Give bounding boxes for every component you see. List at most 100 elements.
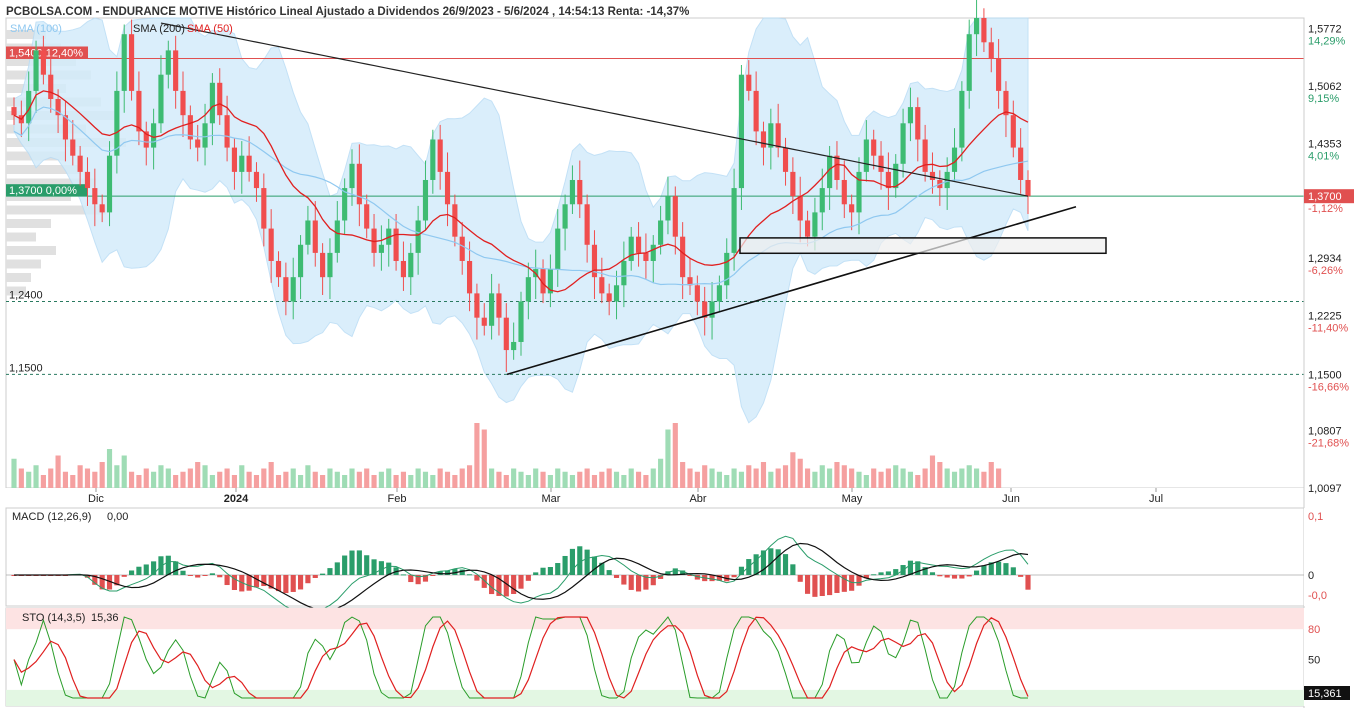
candle-body (342, 188, 348, 221)
candle-body (1018, 147, 1024, 180)
volume-bar (459, 468, 465, 488)
volume-bar (716, 471, 722, 488)
macd-histogram-bar (106, 575, 113, 590)
macd-histogram-bar (114, 575, 120, 586)
macd-histogram-bar (672, 568, 678, 575)
macd-histogram-bar (834, 575, 840, 593)
macd-y-tick: 0 (1308, 570, 1314, 582)
sto-overbought-zone (6, 608, 1304, 630)
macd-histogram-bar (511, 575, 517, 594)
volume-bar (195, 462, 201, 488)
volume-bar (841, 465, 847, 488)
sto-value: 15,36 (91, 612, 119, 624)
candle-body (202, 123, 208, 148)
volume-bar (628, 468, 634, 488)
price-level-label: 1,1500 (9, 362, 43, 374)
candle-body (187, 115, 193, 140)
volume-bar (187, 468, 193, 488)
candle-body (151, 123, 157, 148)
candle-body (929, 171, 936, 180)
y-tick-label: 1,5772 (1308, 23, 1342, 35)
volume-bar (173, 475, 179, 488)
macd-histogram-bar (364, 555, 370, 575)
volume-bar (562, 471, 568, 488)
volume-bar (768, 471, 774, 488)
macd-histogram-bar (878, 572, 884, 575)
sto-last-tag (1304, 686, 1350, 700)
y-tick-label: 1,0097 (1308, 483, 1342, 495)
volume-bar (533, 468, 539, 488)
candle-body (973, 18, 980, 35)
x-tick-label: Feb (388, 493, 407, 505)
macd-histogram-bar (959, 575, 965, 579)
candle-body (672, 196, 678, 237)
volume-profile-bar (6, 286, 26, 296)
macd-axis-bg (1304, 508, 1359, 606)
volume-bar (834, 462, 840, 488)
volume-bar (18, 468, 24, 488)
candle-body (128, 34, 135, 91)
sma50-line (13, 90, 1029, 293)
macd-histogram-bar (151, 561, 157, 575)
macd-histogram-bar (871, 574, 877, 576)
candle-body (834, 155, 840, 180)
candle-body (1010, 115, 1016, 148)
macd-histogram-bar (489, 575, 495, 595)
legend-sma200: SMA (200) (133, 23, 185, 35)
candle-body (371, 228, 377, 253)
volume-bar (268, 462, 274, 488)
macd-histogram-bar (143, 564, 149, 575)
candle-body (790, 171, 796, 197)
candle-body (988, 42, 994, 59)
macd-histogram-bar (981, 565, 987, 575)
volume-bar (540, 471, 546, 488)
volume-bar (900, 468, 906, 488)
volume-bar (283, 471, 289, 488)
candle-body (180, 90, 186, 116)
candle-body (746, 74, 752, 91)
volume-bar (584, 468, 590, 488)
ma-legend: SMA (100) SMA (200) SMA (50) (10, 23, 233, 35)
volume-bar (503, 475, 509, 488)
macd-histogram-bar (496, 575, 502, 596)
macd-histogram-bar (459, 569, 465, 575)
macd-histogram-bar (680, 570, 686, 575)
candle-body (687, 277, 693, 286)
volume-bar (305, 465, 311, 488)
volume-profile-bar (6, 273, 31, 282)
volume-bar (658, 458, 664, 488)
candle-body (356, 163, 362, 205)
volume-bar (143, 468, 149, 488)
candle-body (327, 252, 333, 278)
candle-body (466, 260, 473, 294)
y-tick-label: 1,4353 (1308, 138, 1342, 150)
macd-histogram-bar (320, 573, 326, 575)
macd-histogram-bar (474, 575, 480, 581)
macd-histogram-bar (327, 568, 333, 575)
volume-bar (290, 468, 296, 488)
candle-body (716, 285, 722, 302)
volume-bar (981, 471, 987, 488)
candle-body (400, 260, 407, 278)
volume-bar (217, 471, 223, 488)
y-tick-pct: 14,29% (1308, 35, 1346, 47)
candle-body (827, 155, 833, 189)
macd-histogram-bar (187, 575, 193, 576)
candle-body (812, 212, 818, 237)
candle-body (106, 155, 113, 213)
macd-histogram-bar (533, 572, 539, 575)
volume-bar (878, 471, 884, 488)
volume-bar (819, 465, 825, 488)
volume-bar (929, 455, 936, 488)
candle-body (474, 293, 480, 318)
macd-histogram-bar (804, 575, 811, 594)
candle-body (540, 269, 546, 294)
candle-body (99, 204, 105, 213)
macd-histogram-bar (716, 575, 722, 581)
macd-histogram-bar (128, 570, 135, 575)
sto-last-label: 15,361 (1308, 688, 1342, 700)
candle-body (70, 139, 76, 156)
macd-histogram-bar (738, 566, 745, 575)
macd-histogram-bar (819, 575, 825, 596)
